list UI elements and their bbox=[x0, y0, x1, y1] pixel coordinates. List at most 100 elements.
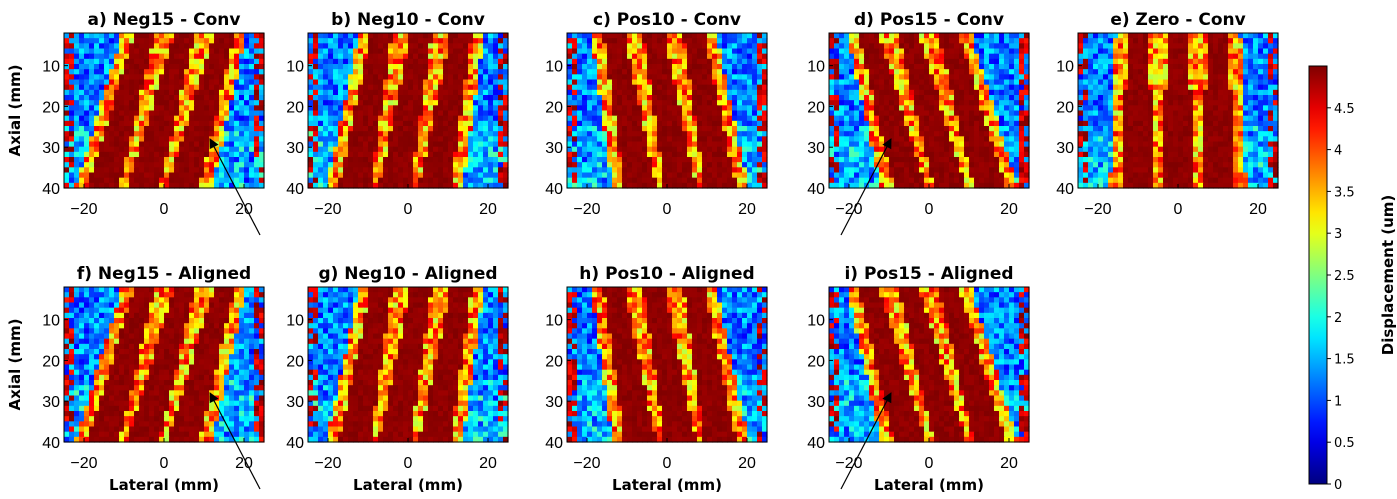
x-tick-label: 0 bbox=[663, 455, 672, 472]
x-tick-label: −20 bbox=[835, 455, 862, 472]
y-tick-label: 30 bbox=[42, 394, 60, 411]
colorbar-tick-label: 3.5 bbox=[1334, 185, 1355, 200]
y-axis-label: Axial (mm) bbox=[6, 319, 24, 411]
panel-2: b) Neg10 - Conv −20 0 20 10 20 30 40 bbox=[286, 10, 509, 218]
panel-3: c) Pos10 - Conv −20 0 20 10 20 30 40 bbox=[545, 10, 768, 218]
y-tick-label: 40 bbox=[807, 435, 825, 452]
panel-7: g) Neg10 - Aligned −20 0 20 10 20 30 40 Lateral … bbox=[286, 264, 509, 494]
x-tick-label: −20 bbox=[314, 455, 341, 472]
colorbar: 0 0.5 1 1.5 2 2.5 3 3.5 4 4.5 Displacement (um) bbox=[1308, 65, 1397, 493]
x-tick-label: −20 bbox=[1084, 201, 1111, 218]
panel-5: e) Zero - Conv −20 0 20 10 20 30 40 bbox=[1056, 10, 1279, 218]
x-tick-label: 20 bbox=[479, 455, 497, 472]
colorbar-label: Displacement (um) bbox=[1379, 195, 1397, 355]
x-tick-label: 20 bbox=[1249, 201, 1267, 218]
y-tick-label: 30 bbox=[545, 394, 563, 411]
x-tick-label: 0 bbox=[1174, 201, 1183, 218]
colorbar-tick-label: 1.5 bbox=[1334, 353, 1355, 368]
y-tick-label: 10 bbox=[545, 313, 563, 330]
y-axis-label: Axial (mm) bbox=[6, 65, 24, 157]
y-tick-label: 20 bbox=[42, 353, 60, 370]
y-tick-label: 20 bbox=[286, 99, 304, 116]
y-tick-label: 10 bbox=[286, 313, 304, 330]
y-tick-label: 10 bbox=[1056, 59, 1074, 76]
y-tick-label: 20 bbox=[545, 99, 563, 116]
y-tick-label: 10 bbox=[42, 59, 60, 76]
x-tick-label: −20 bbox=[573, 201, 600, 218]
y-tick-label: 10 bbox=[286, 59, 304, 76]
annotation-arrow bbox=[209, 138, 261, 236]
y-tick-label: 20 bbox=[545, 353, 563, 370]
panel-title: c) Pos10 - Conv bbox=[593, 10, 741, 30]
colorbar-tick-label: 4.5 bbox=[1334, 102, 1355, 117]
y-tick-label: 20 bbox=[807, 99, 825, 116]
x-axis-label: Lateral (mm) bbox=[612, 476, 722, 494]
colorbar-tick-label: 2.5 bbox=[1334, 269, 1355, 284]
x-tick-label: 20 bbox=[738, 455, 756, 472]
x-tick-label: 20 bbox=[738, 201, 756, 218]
x-tick-label: 0 bbox=[160, 201, 169, 218]
x-axis-label: Lateral (mm) bbox=[109, 476, 219, 494]
y-tick-label: 30 bbox=[1056, 140, 1074, 157]
panel-title: h) Pos10 - Aligned bbox=[579, 264, 754, 284]
heatmap bbox=[308, 33, 509, 189]
x-tick-label: −20 bbox=[70, 455, 97, 472]
annotation-arrow bbox=[209, 392, 261, 490]
y-tick-label: 30 bbox=[807, 394, 825, 411]
annotation-arrow bbox=[840, 138, 892, 236]
heatmap bbox=[829, 287, 1030, 443]
x-tick-label: 20 bbox=[479, 201, 497, 218]
x-tick-label: −20 bbox=[70, 201, 97, 218]
panel-8: h) Pos10 - Aligned −20 0 20 10 20 30 40 Lateral … bbox=[545, 264, 768, 494]
colorbar-tick-label: 0 bbox=[1334, 478, 1342, 493]
y-tick-label: 30 bbox=[286, 394, 304, 411]
y-tick-label: 30 bbox=[545, 140, 563, 157]
panel-9: i) Pos15 - Aligned −20 0 20 10 20 30 40 Lateral … bbox=[807, 264, 1030, 494]
x-axis-label: Lateral (mm) bbox=[874, 476, 984, 494]
x-tick-label: 20 bbox=[1000, 455, 1018, 472]
y-tick-label: 40 bbox=[545, 181, 563, 198]
y-tick-label: 40 bbox=[286, 181, 304, 198]
y-tick-label: 40 bbox=[286, 435, 304, 452]
x-tick-label: 0 bbox=[404, 201, 413, 218]
panel-title: a) Neg15 - Conv bbox=[88, 10, 241, 30]
heatmap bbox=[1078, 33, 1279, 189]
heatmap bbox=[567, 33, 768, 189]
x-tick-label: −20 bbox=[573, 455, 600, 472]
annotation-arrow bbox=[840, 392, 892, 490]
y-tick-label: 10 bbox=[807, 313, 825, 330]
x-tick-label: −20 bbox=[314, 201, 341, 218]
y-tick-label: 10 bbox=[545, 59, 563, 76]
y-tick-label: 40 bbox=[42, 181, 60, 198]
y-tick-label: 30 bbox=[42, 140, 60, 157]
x-tick-label: −20 bbox=[835, 201, 862, 218]
heatmap bbox=[829, 33, 1030, 189]
y-tick-label: 10 bbox=[42, 313, 60, 330]
x-axis-label: Lateral (mm) bbox=[353, 476, 463, 494]
y-tick-label: 40 bbox=[1056, 181, 1074, 198]
y-tick-label: 20 bbox=[807, 353, 825, 370]
panel-title: e) Zero - Conv bbox=[1110, 10, 1245, 30]
x-tick-label: 0 bbox=[925, 201, 934, 218]
colorbar-tick-label: 1 bbox=[1334, 394, 1342, 409]
y-tick-label: 20 bbox=[1056, 99, 1074, 116]
heatmap bbox=[64, 287, 265, 443]
panel-title: f) Neg15 - Aligned bbox=[77, 264, 251, 284]
panel-4: d) Pos15 - Conv −20 0 20 10 20 30 40 bbox=[807, 10, 1030, 236]
x-tick-label: 0 bbox=[160, 455, 169, 472]
y-tick-label: 20 bbox=[42, 99, 60, 116]
y-tick-label: 20 bbox=[286, 353, 304, 370]
panel-title: d) Pos15 - Conv bbox=[854, 10, 1004, 30]
heatmap bbox=[567, 287, 768, 443]
heatmap bbox=[64, 33, 265, 189]
panel-title: g) Neg10 - Aligned bbox=[318, 264, 497, 284]
x-tick-label: 0 bbox=[663, 201, 672, 218]
heatmap bbox=[308, 287, 509, 443]
y-tick-label: 30 bbox=[286, 140, 304, 157]
colorbar-tick-label: 4 bbox=[1334, 144, 1342, 159]
y-tick-label: 40 bbox=[545, 435, 563, 452]
colorbar-tick-label: 3 bbox=[1334, 227, 1342, 242]
